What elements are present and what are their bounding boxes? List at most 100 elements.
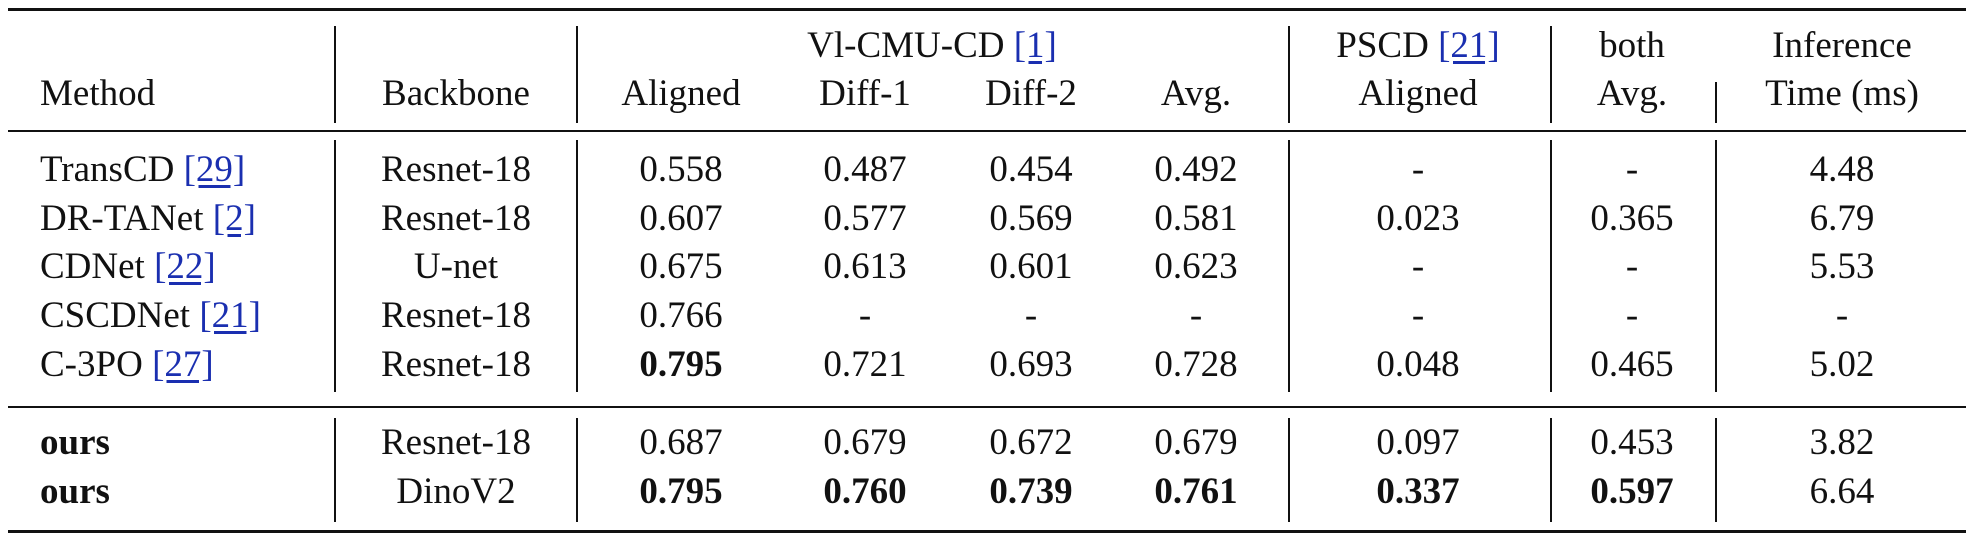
inference-time-header: Time (ms) — [1765, 73, 1919, 114]
top-rule — [8, 8, 1966, 11]
pscd-cell: 0.023 — [1376, 198, 1460, 239]
diff2-header: Diff-2 — [985, 73, 1077, 114]
both-cell: 0.465 — [1590, 344, 1674, 385]
pscd-cell: 0.097 — [1376, 422, 1460, 463]
col-sep — [1288, 140, 1290, 392]
diff1-cell: 0.760 — [823, 471, 907, 512]
citation-link[interactable]: [21] — [1438, 25, 1500, 66]
aligned-cell: 0.795 — [639, 471, 723, 512]
diff2-cell: - — [1024, 295, 1038, 336]
header-rule — [8, 130, 1966, 132]
both-cell: - — [1625, 149, 1639, 190]
diff1-cell: 0.721 — [823, 344, 907, 385]
method-cell: CDNet [22] — [40, 246, 216, 287]
col-sep — [1288, 418, 1290, 522]
citation-link[interactable]: [1] — [1013, 25, 1057, 66]
avg-cell: 0.492 — [1154, 149, 1238, 190]
aligned-cell: 0.607 — [639, 198, 723, 239]
citation-link[interactable]: [29] — [183, 149, 246, 190]
method-cell: ours — [40, 471, 110, 512]
time-cell: 5.02 — [1809, 344, 1875, 385]
aligned-cell: 0.766 — [639, 295, 723, 336]
diff1-cell: - — [858, 295, 872, 336]
diff2-cell: 0.601 — [989, 246, 1073, 287]
col-sep — [1550, 418, 1552, 522]
col-sep — [1550, 140, 1552, 392]
method-cell: C-3PO [27] — [40, 344, 214, 385]
avg-cell: 0.623 — [1154, 246, 1238, 287]
col-sep — [1715, 418, 1717, 522]
both-header: both — [1599, 25, 1665, 66]
both-cell: 0.453 — [1590, 422, 1674, 463]
col-sep — [1550, 26, 1552, 123]
col-sep — [1715, 140, 1717, 392]
time-cell: 5.53 — [1809, 246, 1875, 287]
pscd-cell: - — [1411, 149, 1425, 190]
time-cell: 3.82 — [1809, 422, 1875, 463]
both-cell: - — [1625, 295, 1639, 336]
both-avg-header: Avg. — [1596, 73, 1668, 114]
avg-cell: 0.728 — [1154, 344, 1238, 385]
col-sep — [334, 418, 336, 522]
diff2-cell: 0.672 — [989, 422, 1073, 463]
method-cell: TransCD [29] — [40, 149, 246, 190]
pscd-header: PSCD [21] — [1336, 25, 1500, 66]
avg-cell: 0.581 — [1154, 198, 1238, 239]
pscd-cell: 0.048 — [1376, 344, 1460, 385]
aligned-cell: 0.675 — [639, 246, 723, 287]
backbone-cell: Resnet-18 — [380, 422, 532, 463]
diff2-cell: 0.454 — [989, 149, 1073, 190]
col-sep — [576, 26, 578, 123]
backbone-cell: DinoV2 — [396, 471, 516, 512]
avg-cell: - — [1189, 295, 1203, 336]
citation-link[interactable]: [2] — [212, 198, 256, 239]
time-cell: 6.64 — [1809, 471, 1875, 512]
method-cell: ours — [40, 422, 110, 463]
inference-header: Inference — [1772, 25, 1912, 66]
diff2-cell: 0.569 — [989, 198, 1073, 239]
avg-cell: 0.761 — [1154, 471, 1238, 512]
col-sep — [576, 140, 578, 392]
vl-cmu-cd-header: Vl-CMU-CD [1] — [807, 25, 1057, 66]
col-sep — [334, 140, 336, 392]
bottom-rule — [8, 530, 1966, 533]
backbone-cell: Resnet-18 — [380, 295, 532, 336]
group-rule — [8, 406, 1966, 408]
avg-header: Avg. — [1160, 73, 1232, 114]
aligned-header: Aligned — [621, 73, 741, 114]
pscd-cell: - — [1411, 246, 1425, 287]
diff2-cell: 0.693 — [989, 344, 1073, 385]
both-cell: - — [1625, 246, 1639, 287]
col-sep — [576, 418, 578, 522]
method-cell: CSCDNet [21] — [40, 295, 261, 336]
diff1-cell: 0.577 — [823, 198, 907, 239]
backbone-cell: Resnet-18 — [380, 344, 532, 385]
backbone-cell: Resnet-18 — [380, 149, 532, 190]
col-sep — [1715, 82, 1717, 123]
time-cell: 6.79 — [1809, 198, 1875, 239]
col-sep — [1288, 26, 1290, 123]
diff1-cell: 0.487 — [823, 149, 907, 190]
aligned-cell: 0.558 — [639, 149, 723, 190]
avg-cell: 0.679 — [1154, 422, 1238, 463]
both-cell: 0.597 — [1590, 471, 1674, 512]
aligned-cell: 0.687 — [639, 422, 723, 463]
method-cell: DR-TANet [2] — [40, 198, 256, 239]
pscd-aligned-header: Aligned — [1358, 73, 1478, 114]
diff1-cell: 0.679 — [823, 422, 907, 463]
backbone-cell: Resnet-18 — [380, 198, 532, 239]
both-cell: 0.365 — [1590, 198, 1674, 239]
backbone-cell: U-net — [413, 246, 499, 287]
pscd-cell: - — [1411, 295, 1425, 336]
diff2-cell: 0.739 — [989, 471, 1073, 512]
pscd-cell: 0.337 — [1376, 471, 1460, 512]
diff1-header: Diff-1 — [819, 73, 911, 114]
citation-link[interactable]: [22] — [154, 246, 216, 287]
backbone-header: Backbone — [382, 73, 530, 114]
col-sep — [334, 26, 336, 123]
citation-link[interactable]: [27] — [152, 344, 214, 385]
diff1-cell: 0.613 — [823, 246, 907, 287]
time-cell: - — [1835, 295, 1849, 336]
citation-link[interactable]: [21] — [199, 295, 261, 336]
time-cell: 4.48 — [1809, 149, 1875, 190]
